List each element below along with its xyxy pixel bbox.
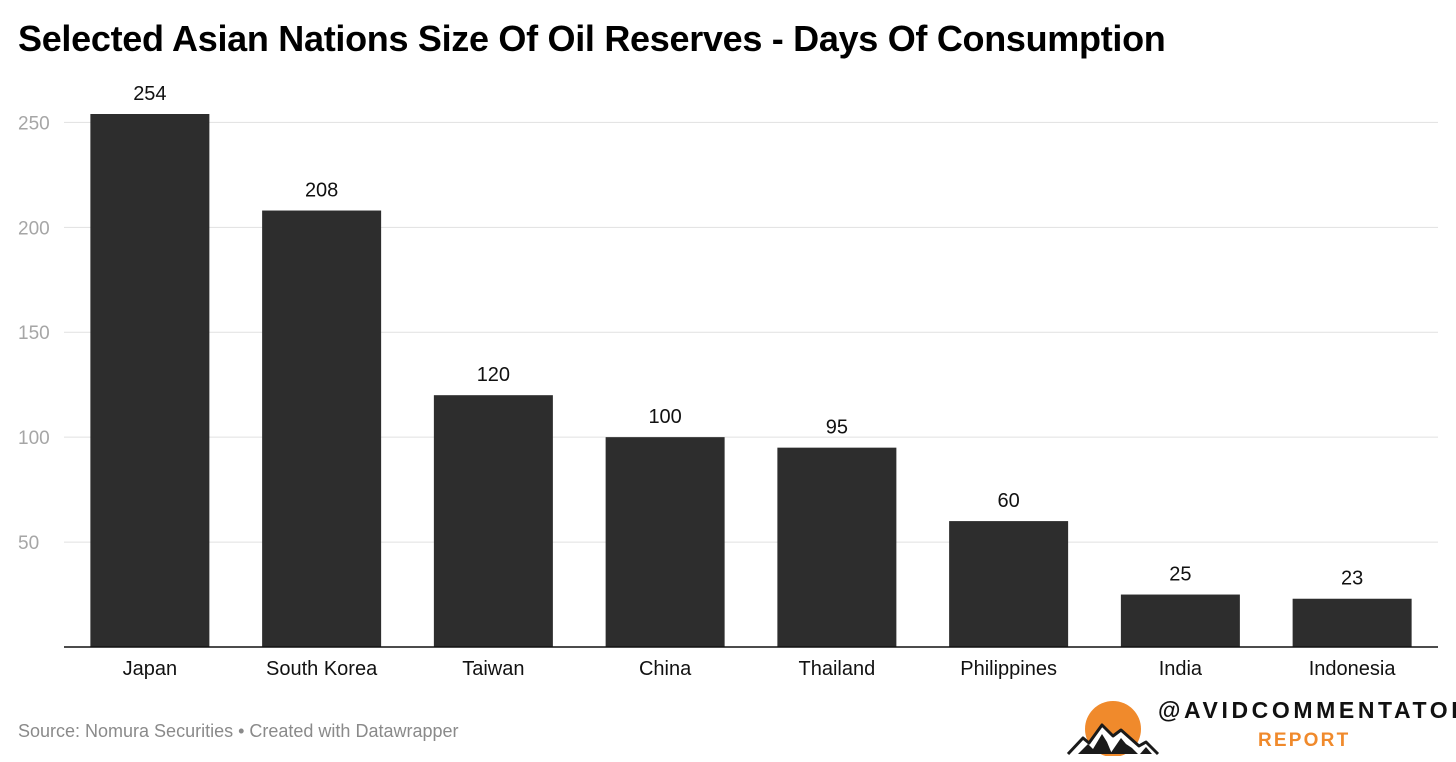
x-tick-label: Philippines <box>960 658 1057 680</box>
bar-value-label: 60 <box>998 490 1020 512</box>
sun-over-mountains-logo-icon <box>1066 701 1160 756</box>
chart-title: Selected Asian Nations Size Of Oil Reser… <box>18 18 1166 59</box>
bar <box>262 210 382 647</box>
bar <box>777 447 897 647</box>
x-axis-ticks: Japan South Korea Taiwan China Thailand Phili… <box>123 658 1397 680</box>
brand-handle: @AVIDCOMMENTATOR <box>1158 697 1456 723</box>
y-axis-ticks: 50 100 150 200 250 <box>18 113 50 554</box>
bar-value-label: 254 <box>133 83 166 105</box>
y-tick-label: 150 <box>18 323 50 344</box>
bar <box>433 395 553 647</box>
x-tick-label: Taiwan <box>462 658 524 680</box>
bar-value-label: 25 <box>1169 564 1191 586</box>
bar <box>949 521 1069 647</box>
x-tick-label: Thailand <box>799 658 876 680</box>
bar-value-label: 23 <box>1341 568 1363 590</box>
y-tick-label: 100 <box>18 428 50 449</box>
bars <box>90 114 1412 647</box>
bar-value-label: 208 <box>305 180 338 202</box>
y-tick-label: 50 <box>18 533 39 554</box>
bar <box>1120 594 1240 647</box>
x-tick-label: South Korea <box>266 658 378 680</box>
x-tick-label: India <box>1159 658 1203 680</box>
bar-value-label: 95 <box>826 417 848 439</box>
bar <box>1292 598 1412 647</box>
bar <box>605 437 725 647</box>
x-tick-label: Japan <box>123 658 178 680</box>
y-tick-label: 200 <box>18 218 50 239</box>
bar-value-label: 120 <box>477 364 510 386</box>
brand-block: @AVIDCOMMENTATOR REPORT <box>1066 694 1456 756</box>
bar-chart: 50 100 150 200 250 254 208 120 100 95 60 25 23 Japa… <box>18 83 1438 680</box>
x-tick-label: Indonesia <box>1309 658 1397 680</box>
brand-subtitle: REPORT <box>1258 730 1351 751</box>
source-footer: Source: Nomura Securities • Created with… <box>18 721 459 741</box>
y-tick-label: 250 <box>18 113 50 134</box>
data-labels: 254 208 120 100 95 60 25 23 <box>133 83 1363 590</box>
bar <box>90 114 210 647</box>
bar-value-label: 100 <box>648 406 681 428</box>
x-tick-label: China <box>639 658 692 680</box>
